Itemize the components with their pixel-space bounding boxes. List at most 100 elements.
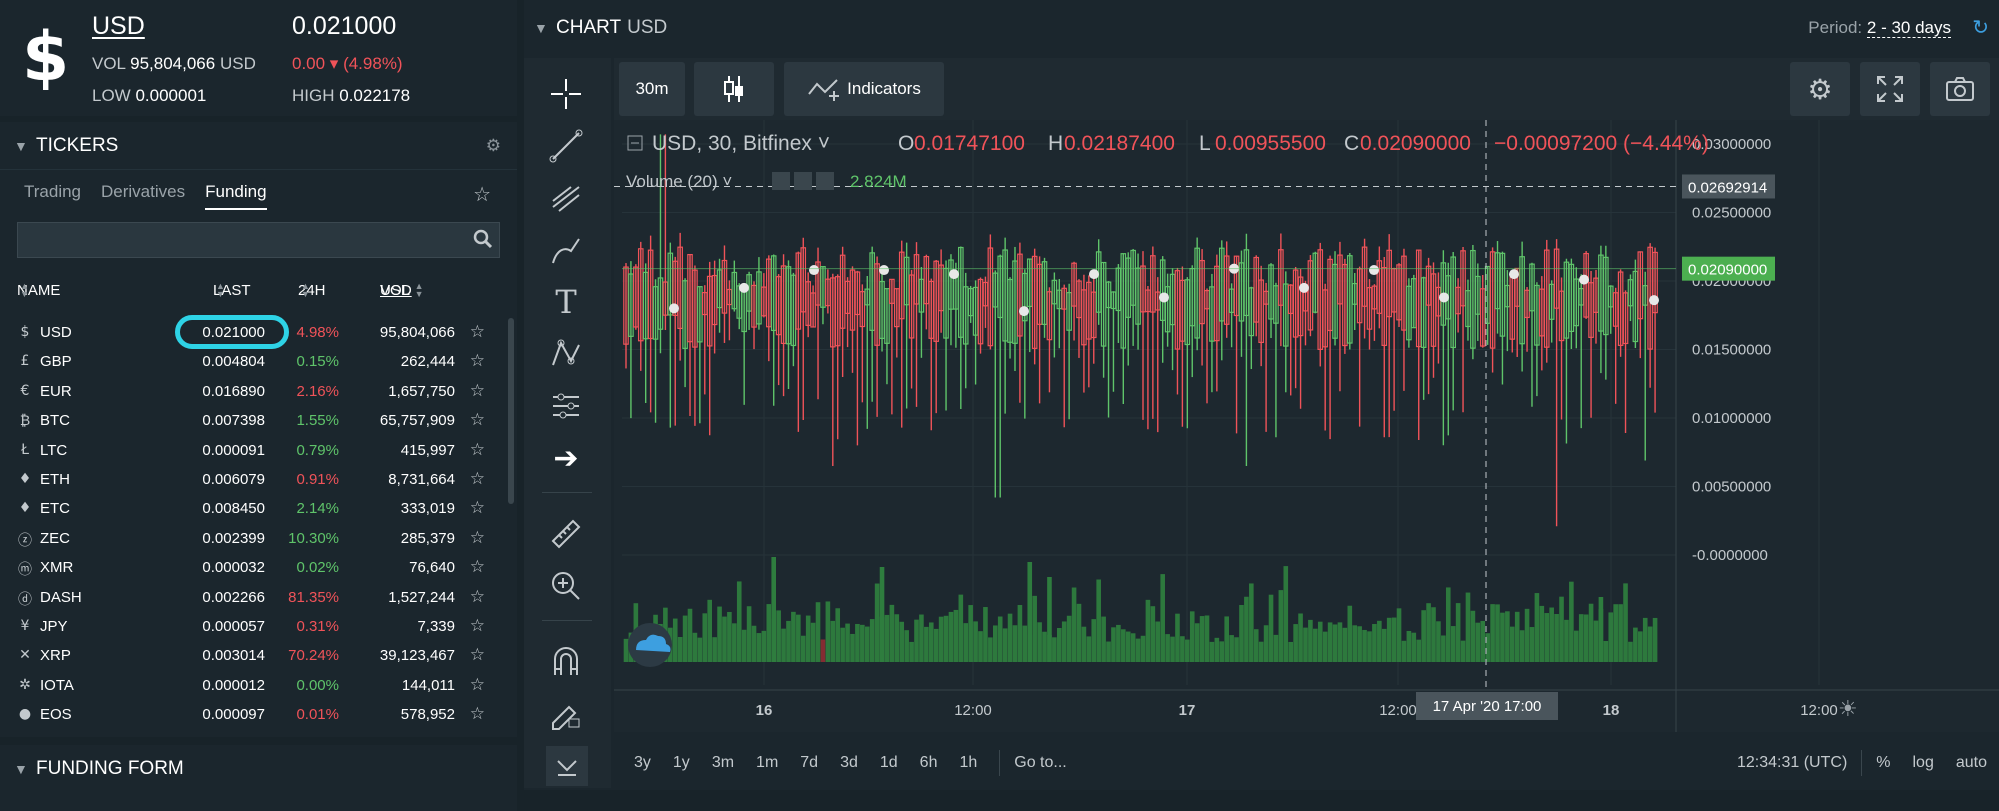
star-icon[interactable]: ☆ xyxy=(469,674,485,694)
candle-body xyxy=(1140,265,1146,313)
ticker-row[interactable]: £ GBP 0.004804 0.15% 262,444 ☆ xyxy=(0,347,505,376)
lock-drawing-icon[interactable] xyxy=(546,694,586,734)
screenshot-button[interactable] xyxy=(1930,62,1990,116)
trend-line-icon[interactable] xyxy=(546,126,586,166)
star-icon[interactable]: ☆ xyxy=(469,498,485,518)
search-input[interactable] xyxy=(17,222,500,258)
currency-symbol[interactable]: USD xyxy=(92,12,145,40)
chart-bottom-toolbar: 3y 1y 3m 1m 7d 3d 1d 6h 1h Go to... 12:34:31 (UT… xyxy=(614,738,1999,788)
ticker-row[interactable]: ⓓ DASH 0.002266 81.35% 1,527,244 ☆ xyxy=(0,583,505,612)
star-icon[interactable]: ☆ xyxy=(469,704,485,724)
favorites-star-icon[interactable]: ☆ xyxy=(473,184,491,206)
ticker-row[interactable]: ⓜ XMR 0.000032 0.02% 76,640 ☆ xyxy=(0,553,505,582)
ticker-scrollbar[interactable] xyxy=(508,318,514,504)
annotation-circle xyxy=(175,315,289,349)
ticker-row[interactable]: ✕ XRP 0.003014 70.24% 39,123,467 ☆ xyxy=(0,641,505,670)
star-icon[interactable]: ☆ xyxy=(469,468,485,488)
ticker-row[interactable]: ● EOS 0.000097 0.01% 578,952 ☆ xyxy=(0,700,505,729)
collapse-icon[interactable] xyxy=(546,746,588,786)
log-scale-toggle[interactable]: log xyxy=(1912,754,1934,771)
x-tick-label: 12:00 xyxy=(1800,702,1838,719)
star-icon[interactable]: ☆ xyxy=(469,351,485,371)
volume-bar xyxy=(1253,629,1259,662)
star-icon[interactable]: ☆ xyxy=(469,557,485,577)
funding-form-header[interactable]: ▼ FUNDING FORM xyxy=(0,745,517,793)
col-vol[interactable]: VOL USD ▲ ▼ xyxy=(380,281,424,300)
pattern-icon[interactable] xyxy=(546,334,586,374)
chevron-down-icon[interactable]: ▼ xyxy=(14,761,28,777)
ticker-row[interactable]: ♦ ETC 0.008450 2.14% 333,019 ☆ xyxy=(0,494,505,523)
star-icon[interactable]: ☆ xyxy=(469,527,485,547)
currency-icon: ¥ xyxy=(20,617,30,634)
ticker-row[interactable]: ✲ IOTA 0.000012 0.00% 144,011 ☆ xyxy=(0,671,505,700)
range-6h[interactable]: 6h xyxy=(919,754,938,771)
ticker-row[interactable]: ₿ BTC 0.007398 1.55% 65,757,909 ☆ xyxy=(0,406,505,435)
volume-bar xyxy=(845,623,850,662)
star-icon[interactable]: ☆ xyxy=(469,439,485,459)
ticker-row[interactable]: ¥ JPY 0.000057 0.31% 7,339 ☆ xyxy=(0,612,505,641)
range-7d[interactable]: 7d xyxy=(800,754,819,771)
ticker-row[interactable]: ♦ ETH 0.006079 0.91% 8,731,664 ☆ xyxy=(0,465,505,494)
range-3m[interactable]: 3m xyxy=(711,754,735,771)
prediction-icon[interactable] xyxy=(546,386,586,426)
brush-icon[interactable] xyxy=(546,230,586,270)
gear-icon[interactable]: ⚙ xyxy=(485,135,501,155)
ticker-row[interactable]: Ł LTC 0.000091 0.79% 415,997 ☆ xyxy=(0,436,505,465)
ticker-row[interactable]: $ USD 0.021000 4.98% 95,804,066 ☆ xyxy=(0,318,505,347)
arrow-left-icon[interactable]: ➔ xyxy=(553,441,579,475)
tab-trading[interactable]: Trading xyxy=(24,182,82,201)
fullscreen-button[interactable] xyxy=(1860,62,1920,116)
indicators-icon xyxy=(808,79,840,101)
search-icon[interactable] xyxy=(473,229,493,249)
chart-settings-button[interactable]: ⚙ xyxy=(1790,62,1850,116)
ohlc-change: −0.00097200 (−4.44%) xyxy=(1494,132,1709,155)
star-icon[interactable]: ☆ xyxy=(469,645,485,665)
star-icon[interactable]: ☆ xyxy=(469,615,485,635)
tab-funding[interactable]: Funding xyxy=(205,182,267,210)
text-icon[interactable]: T xyxy=(555,283,577,321)
fib-retracement-icon[interactable] xyxy=(546,178,586,218)
star-icon[interactable]: ☆ xyxy=(469,380,485,400)
volume-bar xyxy=(1544,613,1550,662)
interval-button[interactable]: 30m xyxy=(619,62,685,116)
star-icon[interactable]: ☆ xyxy=(469,586,485,606)
ticker-change: 2.16% xyxy=(296,382,339,400)
auto-scale-toggle[interactable]: auto xyxy=(1955,754,1987,771)
star-icon[interactable]: ☆ xyxy=(469,322,485,341)
magnet-icon[interactable] xyxy=(546,642,586,682)
zoom-in-icon[interactable] xyxy=(546,566,586,606)
range-1d[interactable]: 1d xyxy=(879,754,898,771)
range-1y[interactable]: 1y xyxy=(672,754,690,771)
volume-bar xyxy=(746,606,752,662)
percent-scale-toggle[interactable]: % xyxy=(1876,754,1891,771)
price-chart[interactable]: 0.030000000.025000000.020000000.01500000… xyxy=(614,120,1999,732)
range-3y[interactable]: 3y xyxy=(634,754,651,771)
tickers-header[interactable]: ▼ TICKERS ⚙ xyxy=(0,122,517,170)
ticker-name: XRP xyxy=(40,647,71,665)
volume-bar xyxy=(1091,619,1097,662)
volume-bar xyxy=(1175,613,1180,662)
period-value[interactable]: 2 - 30 days xyxy=(1866,18,1951,38)
period-selector[interactable]: Period: 2 - 30 days xyxy=(1808,18,1951,38)
candle-type-button[interactable] xyxy=(694,62,774,116)
volume-bar xyxy=(1194,623,1200,662)
range-3d[interactable]: 3d xyxy=(840,754,858,771)
ruler-icon[interactable] xyxy=(546,514,586,554)
volume-bar xyxy=(1189,611,1195,662)
crosshair-icon[interactable] xyxy=(546,74,586,114)
volume-bar xyxy=(810,622,816,662)
volume-bar xyxy=(1239,604,1244,662)
chevron-down-icon[interactable]: ▼ xyxy=(14,137,28,154)
indicators-button[interactable]: Indicators xyxy=(784,62,944,116)
star-icon[interactable]: ☆ xyxy=(469,410,485,430)
volume-bar xyxy=(825,601,831,662)
range-1h[interactable]: 1h xyxy=(959,754,978,771)
goto-button[interactable]: Go to... xyxy=(1014,754,1067,771)
refresh-icon[interactable]: ↻ xyxy=(1972,17,1989,39)
range-1m[interactable]: 1m xyxy=(756,754,779,771)
chevron-down-icon[interactable]: ▼ xyxy=(534,19,548,36)
ticker-row[interactable]: ⓩ ZEC 0.002399 10.30% 285,379 ☆ xyxy=(0,524,505,553)
ticker-row[interactable]: € EUR 0.016890 2.16% 1,657,750 ☆ xyxy=(0,377,505,406)
tab-derivatives[interactable]: Derivatives xyxy=(101,182,186,201)
chart-canvas[interactable]: 0.03000000 0.02500000 0.02000000 0.01500000… xyxy=(614,120,1999,732)
